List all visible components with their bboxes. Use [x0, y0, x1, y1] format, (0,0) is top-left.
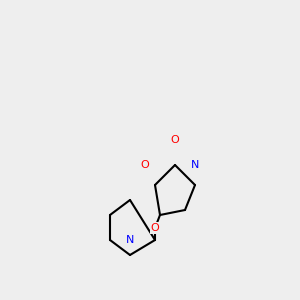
Text: O: O [141, 160, 149, 170]
Text: O: O [151, 223, 159, 233]
Text: N: N [126, 235, 134, 245]
Text: O: O [171, 135, 179, 145]
Text: N: N [191, 160, 199, 170]
